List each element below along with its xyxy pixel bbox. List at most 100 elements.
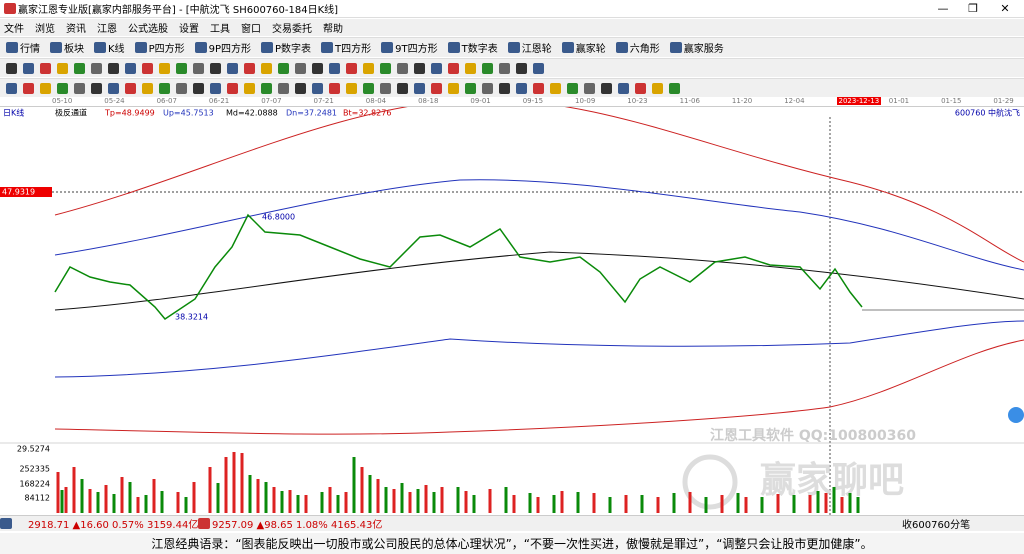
tool-icon[interactable] xyxy=(431,82,442,94)
tool-icon[interactable] xyxy=(533,62,544,74)
tick-label[interactable]: 收600760分笔 xyxy=(902,520,971,531)
tool-icon[interactable] xyxy=(346,62,357,74)
menu-item[interactable]: 窗口 xyxy=(241,24,261,35)
tool-icon[interactable] xyxy=(176,82,187,94)
tool-icon[interactable] xyxy=(363,82,374,94)
tool-icon[interactable] xyxy=(312,82,323,94)
tool-icon[interactable] xyxy=(431,62,442,74)
tool-icon[interactable] xyxy=(635,82,646,94)
tool-icon[interactable] xyxy=(6,62,17,74)
tool-icon[interactable] xyxy=(295,62,306,74)
tool-icon[interactable] xyxy=(108,82,119,94)
toolbar-button[interactable]: 9P四方形 xyxy=(194,40,251,55)
tool-icon[interactable] xyxy=(261,62,272,74)
tool-icon[interactable] xyxy=(499,82,510,94)
toolbar-button[interactable]: 赢家服务 xyxy=(669,40,724,55)
tool-icon[interactable] xyxy=(57,82,68,94)
menu-item[interactable]: 公式选股 xyxy=(128,24,168,35)
menu-item[interactable]: 帮助 xyxy=(323,24,343,35)
tool-icon[interactable] xyxy=(23,62,34,74)
tool-icon[interactable] xyxy=(380,82,391,94)
tool-icon[interactable] xyxy=(193,82,204,94)
toolbar-button[interactable]: 9T四方形 xyxy=(381,40,438,55)
side-button[interactable] xyxy=(1008,407,1024,423)
toolbar-button[interactable]: P数字表 xyxy=(261,40,311,55)
tool-icon[interactable] xyxy=(346,82,357,94)
tool-icon[interactable] xyxy=(295,82,306,94)
menu-item[interactable]: 浏览 xyxy=(35,24,55,35)
tool-icon[interactable] xyxy=(312,62,323,74)
tool-icon[interactable] xyxy=(125,82,136,94)
tool-icon[interactable] xyxy=(329,82,340,94)
tool-icon[interactable] xyxy=(278,62,289,74)
toolbar-button[interactable]: 赢家轮 xyxy=(561,40,606,55)
tool-icon[interactable] xyxy=(465,62,476,74)
tool-icon[interactable] xyxy=(550,82,561,94)
tool-icon[interactable] xyxy=(57,62,68,74)
tool-icon[interactable] xyxy=(159,82,170,94)
tool-icon[interactable] xyxy=(397,62,408,74)
tool-icon[interactable] xyxy=(176,62,187,74)
tool-icon[interactable] xyxy=(40,82,51,94)
toolbar-button[interactable]: 板块 xyxy=(50,40,84,55)
tool-icon[interactable] xyxy=(210,82,221,94)
tool-icon[interactable] xyxy=(40,62,51,74)
toolbar-button[interactable]: 六角形 xyxy=(615,40,660,55)
tool-icon[interactable] xyxy=(448,62,459,74)
tool-icon[interactable] xyxy=(618,82,629,94)
tool-icon[interactable] xyxy=(329,62,340,74)
tool-icon[interactable] xyxy=(244,82,255,94)
tool-icon[interactable] xyxy=(227,82,238,94)
toolbar-button[interactable]: T数字表 xyxy=(447,40,498,55)
tool-icon[interactable] xyxy=(380,62,391,74)
toolbar-button[interactable]: 江恩轮 xyxy=(507,40,552,55)
tool-icon[interactable] xyxy=(499,62,510,74)
tool-icon[interactable] xyxy=(363,62,374,74)
tool-icon[interactable] xyxy=(23,82,34,94)
toolbar-button[interactable]: K线 xyxy=(94,40,125,55)
close-button[interactable]: ✕ xyxy=(1000,2,1010,15)
tool-icon[interactable] xyxy=(278,82,289,94)
tool-icon[interactable] xyxy=(142,62,153,74)
tool-icon[interactable] xyxy=(125,62,136,74)
menu-item[interactable]: 江恩 xyxy=(97,24,117,35)
menu-item[interactable]: 资讯 xyxy=(66,24,86,35)
menu-item[interactable]: 设置 xyxy=(179,24,199,35)
tool-icon[interactable] xyxy=(91,82,102,94)
tool-icon[interactable] xyxy=(482,62,493,74)
toolbar-button[interactable]: P四方形 xyxy=(134,40,185,55)
tool-icon[interactable] xyxy=(601,82,612,94)
tool-icon[interactable] xyxy=(669,82,680,94)
menu-item[interactable]: 文件 xyxy=(4,24,24,35)
tool-icon[interactable] xyxy=(516,82,527,94)
tool-icon[interactable] xyxy=(6,82,17,94)
tool-icon[interactable] xyxy=(91,62,102,74)
toolbar-button[interactable]: 行情 xyxy=(6,40,40,55)
tool-icon[interactable] xyxy=(482,82,493,94)
tool-icon[interactable] xyxy=(533,82,544,94)
tool-icon[interactable] xyxy=(516,62,527,74)
menu-item[interactable]: 交易委托 xyxy=(272,24,312,35)
tool-icon[interactable] xyxy=(193,62,204,74)
tool-icon[interactable] xyxy=(652,82,663,94)
tool-icon[interactable] xyxy=(159,62,170,74)
tool-icon[interactable] xyxy=(567,82,578,94)
tool-icon[interactable] xyxy=(261,82,272,94)
tool-icon[interactable] xyxy=(227,62,238,74)
tool-icon[interactable] xyxy=(244,62,255,74)
tool-icon[interactable] xyxy=(584,82,595,94)
tool-icon[interactable] xyxy=(74,82,85,94)
tool-icon[interactable] xyxy=(465,82,476,94)
toolbar-button[interactable]: T四方形 xyxy=(321,40,371,55)
tool-icon[interactable] xyxy=(397,82,408,94)
menu-item[interactable]: 工具 xyxy=(210,24,230,35)
tool-icon[interactable] xyxy=(414,82,425,94)
tool-icon[interactable] xyxy=(108,62,119,74)
tool-icon[interactable] xyxy=(142,82,153,94)
minimize-button[interactable]: — xyxy=(937,2,949,15)
maximize-button[interactable]: ❐ xyxy=(968,2,978,15)
tool-icon[interactable] xyxy=(414,62,425,74)
tool-icon[interactable] xyxy=(210,62,221,74)
tool-icon[interactable] xyxy=(74,62,85,74)
tool-icon[interactable] xyxy=(448,82,459,94)
